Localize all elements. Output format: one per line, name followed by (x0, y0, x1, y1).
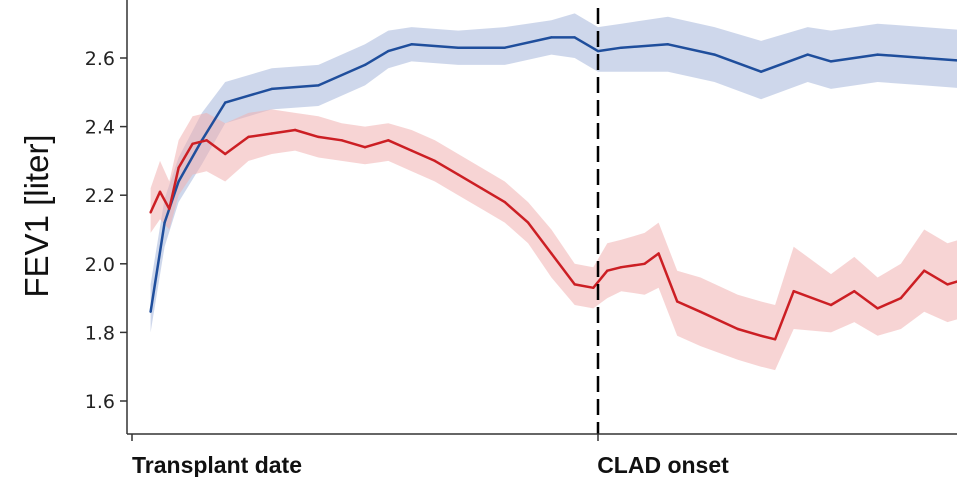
point-no-clad (666, 43, 670, 46)
point-clad (573, 283, 576, 286)
point-clad (503, 200, 506, 204)
y-tick-label: 2.0 (85, 254, 115, 276)
y-tick-label: 2.2 (85, 185, 115, 207)
point-no-clad (457, 46, 460, 49)
point-no-clad (829, 60, 833, 63)
point-no-clad (713, 53, 716, 56)
point-clad (592, 286, 595, 289)
point-no-clad (270, 87, 273, 91)
point-clad (149, 211, 152, 214)
point-clad (480, 187, 483, 190)
point-clad (899, 296, 903, 300)
point-clad (433, 159, 437, 163)
point-no-clad (876, 53, 879, 56)
point-clad (550, 252, 553, 255)
point-clad (247, 135, 250, 139)
series-lines (149, 36, 957, 341)
point-clad (759, 334, 763, 337)
point-clad (410, 149, 413, 152)
line-no-clad (149, 36, 957, 312)
point-clad (158, 190, 162, 193)
y-tick-label: 2.6 (85, 48, 115, 70)
point-no-clad (149, 310, 152, 313)
point-no-clad (363, 63, 367, 67)
point-clad (293, 128, 297, 132)
point-clad (205, 139, 208, 142)
point-clad (168, 207, 171, 211)
point-clad (853, 290, 856, 293)
point-clad (699, 310, 702, 313)
point-clad (526, 221, 530, 224)
band-clad (150, 109, 957, 371)
point-clad (829, 303, 833, 307)
point-no-clad (177, 180, 180, 183)
y-tick-label: 2.4 (85, 117, 115, 139)
point-clad (177, 166, 180, 169)
y-tick-label: 1.6 (85, 391, 115, 413)
point-no-clad (620, 46, 623, 49)
x-ticks: Transplant date CLAD onset (131, 434, 729, 477)
point-clad (620, 266, 623, 269)
point-clad (876, 307, 879, 310)
point-no-clad (596, 49, 600, 53)
point-clad (606, 269, 609, 272)
point-no-clad (410, 43, 413, 46)
point-clad (340, 139, 343, 142)
point-clad (224, 152, 227, 156)
x-tick-label: Transplant date (132, 452, 302, 477)
point-clad (457, 173, 460, 176)
point-clad (317, 135, 320, 139)
point-no-clad (317, 84, 320, 87)
point-no-clad (163, 221, 166, 224)
line-clad (149, 128, 957, 341)
point-clad (946, 283, 949, 286)
point-no-clad (503, 46, 506, 49)
y-axis-label: FEV1 [liter] (18, 134, 55, 297)
point-clad (643, 262, 646, 265)
point-clad (191, 142, 194, 145)
point-no-clad (759, 70, 763, 73)
point-clad (387, 139, 390, 142)
point-clad (792, 290, 795, 293)
point-clad (773, 338, 777, 341)
point-no-clad (806, 53, 809, 56)
point-no-clad (224, 101, 227, 104)
point-clad (923, 269, 926, 272)
y-tick-label: 1.8 (85, 322, 115, 344)
band-no-clad (150, 13, 957, 333)
point-clad (363, 146, 367, 149)
point-no-clad (923, 56, 926, 60)
confidence-bands (150, 13, 957, 371)
point-no-clad (550, 36, 553, 39)
point-no-clad (387, 49, 390, 53)
point-clad (270, 132, 273, 135)
point-no-clad (573, 36, 576, 39)
x-tick-label: CLAD onset (597, 452, 729, 477)
y-ticks: 1.6 1.8 2.0 2.2 2.4 2.6 (85, 48, 127, 413)
point-clad (676, 300, 679, 303)
point-clad (657, 252, 660, 255)
point-clad (736, 327, 739, 331)
